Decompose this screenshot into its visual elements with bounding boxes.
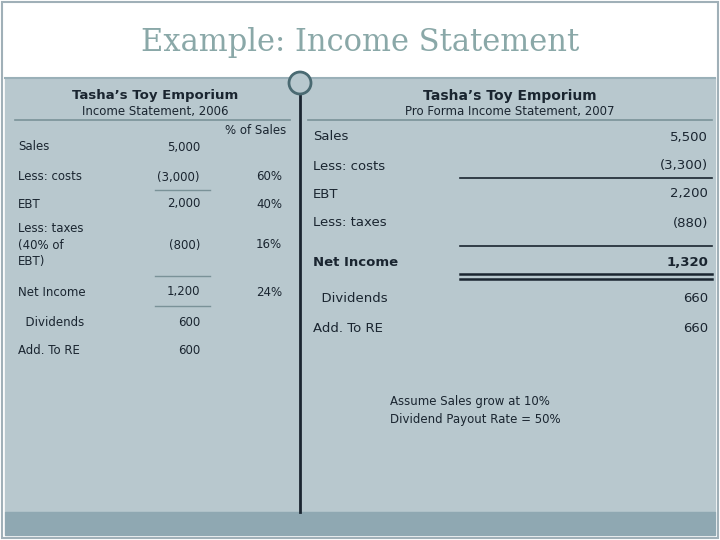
Text: 1,200: 1,200	[166, 286, 200, 299]
Bar	[5, 78, 715, 512]
Text: 16%: 16%	[256, 239, 282, 252]
Text: 24%: 24%	[256, 286, 282, 299]
Text: 5,000: 5,000	[167, 140, 200, 153]
Text: (3,300): (3,300)	[660, 159, 708, 172]
Text: Tasha’s Toy Emporium: Tasha’s Toy Emporium	[423, 89, 597, 103]
Text: Add. To RE: Add. To RE	[18, 343, 80, 356]
Text: 2,000: 2,000	[166, 198, 200, 211]
Text: % of Sales: % of Sales	[225, 125, 286, 138]
Text: Less: costs: Less: costs	[313, 159, 385, 172]
Text: Assume Sales grow at 10%: Assume Sales grow at 10%	[390, 395, 550, 408]
Circle shape	[289, 72, 311, 94]
Text: Net Income: Net Income	[18, 286, 86, 299]
Text: 5,500: 5,500	[670, 131, 708, 144]
Text: Less: taxes
(40% of
EBT): Less: taxes (40% of EBT)	[18, 222, 84, 267]
Text: 40%: 40%	[256, 198, 282, 211]
Text: Sales: Sales	[18, 140, 50, 153]
Text: Dividends: Dividends	[313, 292, 387, 305]
Text: Income Statement, 2006: Income Statement, 2006	[82, 105, 228, 118]
Text: Example: Income Statement: Example: Income Statement	[141, 28, 579, 58]
Text: 600: 600	[178, 315, 200, 328]
Text: (800): (800)	[168, 239, 200, 252]
Text: Less: costs: Less: costs	[18, 171, 82, 184]
Text: Add. To RE: Add. To RE	[313, 321, 383, 334]
Text: 660: 660	[683, 292, 708, 305]
Text: Pro Forma Income Statement, 2007: Pro Forma Income Statement, 2007	[405, 105, 615, 118]
Bar	[5, 512, 715, 535]
Text: 1,320: 1,320	[666, 255, 708, 268]
Text: 60%: 60%	[256, 171, 282, 184]
Text: 600: 600	[178, 343, 200, 356]
Text: 2,200: 2,200	[670, 187, 708, 200]
Text: EBT: EBT	[18, 198, 41, 211]
Text: (3,000): (3,000)	[158, 171, 200, 184]
Text: 660: 660	[683, 321, 708, 334]
Text: EBT: EBT	[313, 187, 338, 200]
Text: Less: taxes: Less: taxes	[313, 217, 387, 230]
Text: Dividend Payout Rate = 50%: Dividend Payout Rate = 50%	[390, 414, 561, 427]
Bar	[0, 0, 720, 78]
Text: Net Income: Net Income	[313, 255, 398, 268]
Text: Sales: Sales	[313, 131, 348, 144]
Text: Dividends: Dividends	[18, 315, 84, 328]
Text: Tasha’s Toy Emporium: Tasha’s Toy Emporium	[72, 90, 238, 103]
Text: (880): (880)	[672, 217, 708, 230]
